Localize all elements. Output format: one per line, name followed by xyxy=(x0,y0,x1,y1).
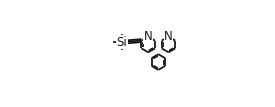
Text: N: N xyxy=(144,30,153,43)
Text: Si: Si xyxy=(116,36,127,49)
Text: N: N xyxy=(164,30,173,43)
